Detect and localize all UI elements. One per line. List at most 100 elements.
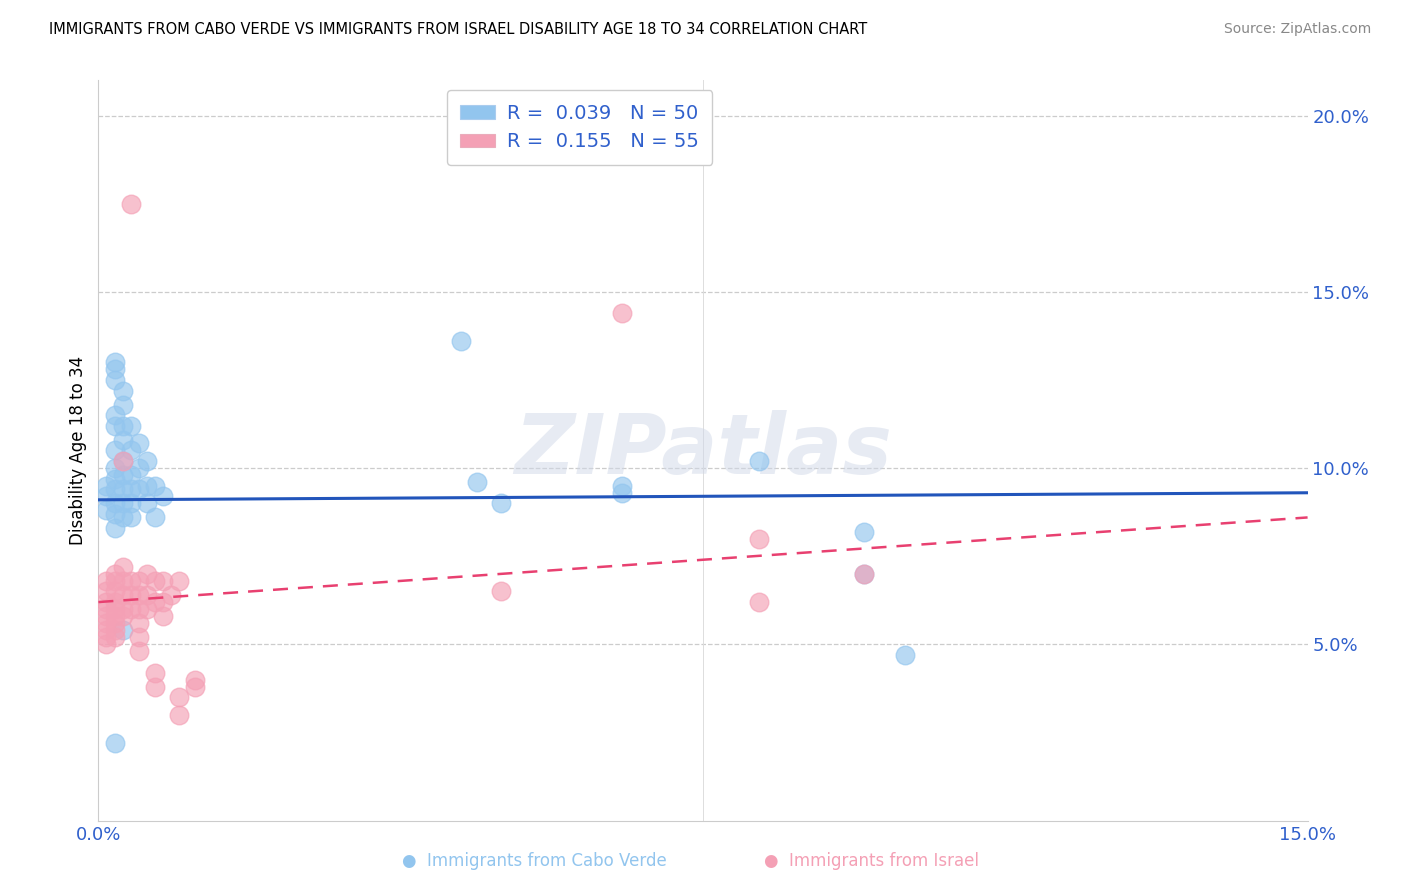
Point xyxy=(96,630,118,644)
Point xyxy=(96,609,118,624)
Point xyxy=(491,584,513,599)
Point xyxy=(120,588,142,602)
Point xyxy=(612,306,634,320)
Point xyxy=(612,485,634,500)
Point xyxy=(120,468,142,483)
Point xyxy=(748,595,770,609)
Point xyxy=(96,584,118,599)
Point xyxy=(103,574,125,588)
Point xyxy=(120,510,142,524)
Point xyxy=(96,637,118,651)
Point xyxy=(465,475,488,490)
Point xyxy=(120,443,142,458)
Point xyxy=(96,574,118,588)
Point xyxy=(184,673,207,687)
Text: ●  Immigrants from Israel: ● Immigrants from Israel xyxy=(765,852,979,870)
Point xyxy=(128,482,150,496)
Point xyxy=(96,624,118,638)
Point xyxy=(103,602,125,616)
Point xyxy=(135,602,157,616)
Point xyxy=(143,680,166,694)
Point xyxy=(135,566,157,581)
Point xyxy=(103,595,125,609)
Point xyxy=(103,584,125,599)
Point xyxy=(111,609,134,624)
Point xyxy=(111,496,134,510)
Point xyxy=(120,574,142,588)
Point xyxy=(111,454,134,468)
Point xyxy=(128,602,150,616)
Point xyxy=(103,736,125,750)
Point xyxy=(111,559,134,574)
Point xyxy=(184,680,207,694)
Point xyxy=(111,433,134,447)
Point xyxy=(96,489,118,503)
Point xyxy=(128,461,150,475)
Point xyxy=(152,574,174,588)
Point xyxy=(111,602,134,616)
Point xyxy=(128,616,150,631)
Point xyxy=(160,588,183,602)
Point xyxy=(111,418,134,433)
Point xyxy=(143,510,166,524)
Point xyxy=(167,707,190,722)
Point xyxy=(853,524,876,539)
Point xyxy=(143,479,166,493)
Point xyxy=(128,630,150,644)
Point xyxy=(128,644,150,658)
Point xyxy=(111,588,134,602)
Point xyxy=(103,472,125,486)
Point xyxy=(128,436,150,450)
Text: ●  Immigrants from Cabo Verde: ● Immigrants from Cabo Verde xyxy=(402,852,666,870)
Point xyxy=(152,609,174,624)
Point xyxy=(96,602,118,616)
Point xyxy=(135,588,157,602)
Point xyxy=(135,479,157,493)
Point xyxy=(103,461,125,475)
Point xyxy=(111,624,134,638)
Point xyxy=(96,503,118,517)
Text: Source: ZipAtlas.com: Source: ZipAtlas.com xyxy=(1223,22,1371,37)
Point xyxy=(103,373,125,387)
Point xyxy=(120,496,142,510)
Point xyxy=(143,665,166,680)
Point xyxy=(103,496,125,510)
Point xyxy=(111,384,134,398)
Point xyxy=(128,574,150,588)
Point xyxy=(103,521,125,535)
Point xyxy=(748,454,770,468)
Point xyxy=(103,609,125,624)
Text: ZIPatlas: ZIPatlas xyxy=(515,410,891,491)
Point xyxy=(103,355,125,369)
Point xyxy=(152,595,174,609)
Point xyxy=(143,595,166,609)
Point xyxy=(103,616,125,631)
Point xyxy=(111,574,134,588)
Text: IMMIGRANTS FROM CABO VERDE VS IMMIGRANTS FROM ISRAEL DISABILITY AGE 18 TO 34 COR: IMMIGRANTS FROM CABO VERDE VS IMMIGRANTS… xyxy=(49,22,868,37)
Legend: R =  0.039   N = 50, R =  0.155   N = 55: R = 0.039 N = 50, R = 0.155 N = 55 xyxy=(447,90,713,165)
Point xyxy=(111,398,134,412)
Point xyxy=(103,482,125,496)
Point xyxy=(120,196,142,211)
Point xyxy=(111,468,134,483)
Point xyxy=(111,454,134,468)
Point xyxy=(135,454,157,468)
Point xyxy=(96,595,118,609)
Point xyxy=(167,690,190,705)
Point xyxy=(853,566,876,581)
Point xyxy=(128,588,150,602)
Point xyxy=(96,479,118,493)
Point xyxy=(96,616,118,631)
Point xyxy=(491,496,513,510)
Point xyxy=(893,648,915,662)
Y-axis label: Disability Age 18 to 34: Disability Age 18 to 34 xyxy=(69,356,87,545)
Point xyxy=(103,566,125,581)
Point xyxy=(103,630,125,644)
Point xyxy=(111,482,134,496)
Point xyxy=(120,418,142,433)
Point xyxy=(111,510,134,524)
Point xyxy=(103,418,125,433)
Point xyxy=(103,408,125,422)
Point xyxy=(612,479,634,493)
Point xyxy=(103,443,125,458)
